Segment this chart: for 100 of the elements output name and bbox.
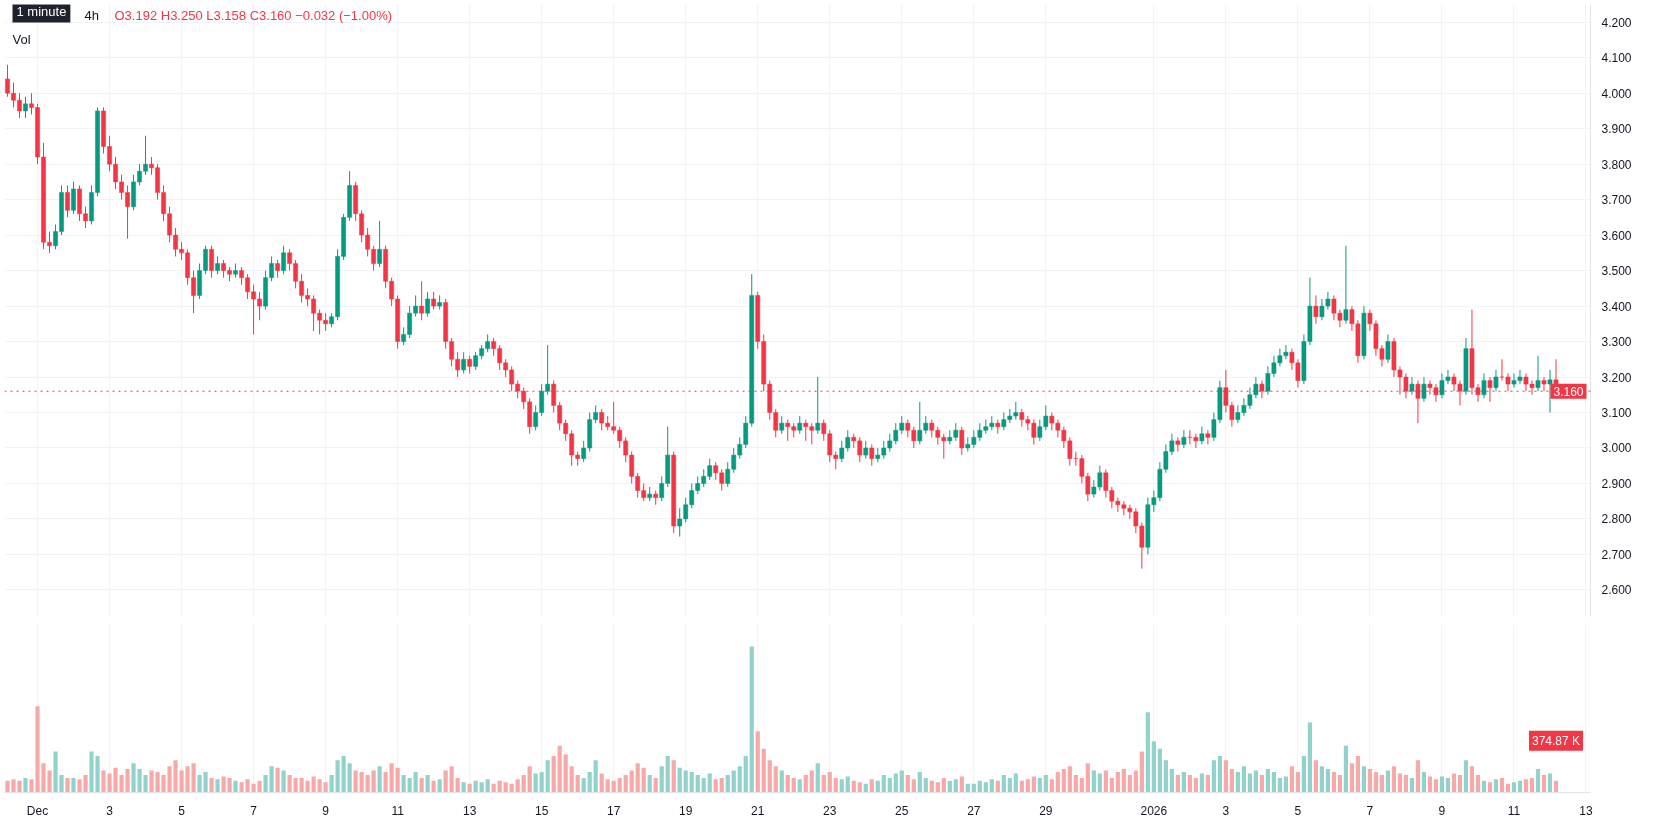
bar (629, 770, 634, 793)
bar (1265, 769, 1270, 793)
bar (977, 780, 982, 793)
bar (659, 766, 664, 793)
bar (1373, 772, 1379, 793)
bar (887, 777, 892, 793)
bar (473, 780, 478, 793)
bar (1469, 766, 1475, 793)
bar (1079, 777, 1084, 793)
bar (599, 773, 604, 793)
bar (983, 782, 988, 793)
bar (761, 748, 766, 793)
bar (989, 779, 994, 793)
bar (707, 773, 712, 793)
bar (617, 777, 622, 793)
bar (1049, 779, 1054, 793)
bar (1163, 760, 1168, 793)
bar (731, 770, 736, 793)
y-tick-label: 3.500 (1601, 264, 1632, 279)
bar (587, 772, 592, 793)
bar (479, 782, 484, 793)
bar (1175, 774, 1180, 793)
bar (695, 774, 700, 793)
bar (1283, 776, 1288, 793)
data-label: 374.87 K (1531, 733, 1581, 748)
candlestick (425, 291, 430, 318)
candlestick (1493, 369, 1499, 392)
bar (503, 782, 508, 793)
x-tick-label: 21 (751, 803, 765, 818)
chart-title: 4h (84, 7, 99, 23)
bar (1295, 772, 1301, 793)
bar (719, 777, 724, 793)
bar (413, 772, 418, 793)
bar (929, 780, 934, 793)
bar (341, 755, 346, 793)
bar (893, 773, 898, 793)
bar (677, 767, 682, 793)
y-tick-label: 2.900 (1601, 476, 1632, 491)
y-tick-label: 4.000 (1601, 86, 1632, 101)
bar (425, 774, 430, 793)
bar (1073, 774, 1078, 793)
bar (683, 770, 688, 793)
bar (455, 777, 460, 793)
bar (1331, 772, 1337, 793)
bar (449, 766, 454, 793)
bar (767, 760, 772, 793)
candlestick (1481, 372, 1487, 399)
bar (1457, 774, 1463, 793)
bar (623, 774, 628, 793)
x-tick-label: 29 (1039, 803, 1053, 818)
bar (1385, 770, 1391, 793)
bar (869, 779, 874, 793)
bar (431, 780, 436, 793)
bar (1511, 782, 1517, 793)
candlestick (1541, 376, 1547, 392)
bar (1127, 774, 1132, 793)
x-tick-label: 19 (679, 803, 693, 818)
bar (437, 779, 442, 793)
bar (383, 772, 388, 793)
y-tick-label: 3.700 (1601, 193, 1632, 208)
bar (1241, 766, 1246, 793)
bar (545, 760, 550, 793)
bar (827, 772, 832, 793)
y-tick-label: 3.000 (1601, 441, 1632, 456)
bar (1541, 774, 1547, 793)
bar (1259, 774, 1264, 793)
bar (701, 777, 706, 793)
candlestick (1385, 333, 1391, 364)
bar (1349, 763, 1355, 793)
x-tick-label: 7 (1366, 803, 1374, 818)
y-tick-label: 3.400 (1601, 299, 1632, 314)
bar (1313, 760, 1319, 793)
bar (905, 774, 910, 793)
bar (1187, 774, 1192, 793)
bar (401, 774, 406, 793)
x-tick-label: 17 (607, 803, 621, 818)
bar (1103, 770, 1108, 793)
bar (329, 774, 334, 793)
bar (749, 646, 754, 793)
bar (1427, 776, 1433, 793)
bar (539, 772, 544, 793)
x-tick-label: 13 (1579, 803, 1593, 818)
bar (1001, 774, 1006, 793)
bar (1253, 770, 1258, 793)
bar (779, 770, 784, 793)
bar (1043, 774, 1048, 793)
bar (1391, 766, 1397, 793)
bar (1217, 755, 1222, 793)
bar (1379, 774, 1385, 793)
bar (1439, 776, 1445, 793)
bar (953, 779, 958, 793)
bar (557, 745, 562, 793)
bar (1061, 769, 1066, 793)
bar (377, 766, 382, 793)
y-tick-label: 4.100 (1601, 51, 1632, 66)
candlestick (1181, 429, 1187, 449)
bar (797, 779, 802, 793)
bar (209, 777, 214, 793)
candlestick (815, 376, 821, 435)
bar (1199, 773, 1204, 793)
